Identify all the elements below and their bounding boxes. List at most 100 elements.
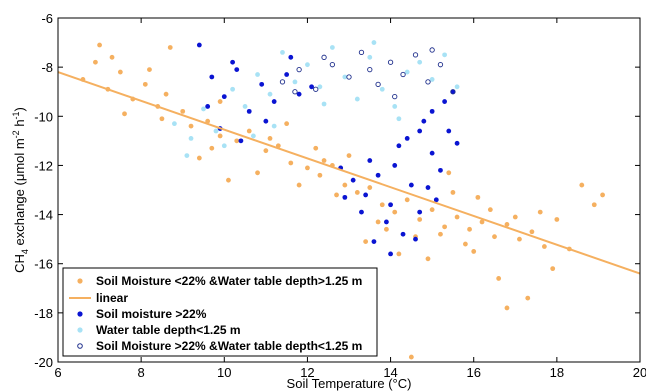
- data-point: [425, 256, 431, 262]
- data-point: [425, 79, 431, 85]
- series-3: [172, 40, 460, 159]
- data-point: [600, 192, 605, 198]
- data-point: [221, 143, 227, 149]
- data-point: [209, 74, 215, 80]
- data-point: [450, 89, 456, 95]
- y-tick-label: -10: [34, 109, 53, 124]
- data-point: [388, 202, 393, 208]
- data-point: [321, 158, 327, 163]
- data-point: [412, 52, 419, 58]
- data-point: [217, 99, 223, 104]
- data-point: [404, 136, 410, 141]
- data-point: [317, 84, 323, 90]
- data-point: [117, 69, 123, 75]
- data-point: [396, 251, 402, 257]
- data-point: [296, 66, 302, 73]
- data-point: [392, 93, 398, 100]
- data-point: [354, 96, 360, 102]
- data-point: [184, 153, 190, 159]
- data-point: [396, 116, 402, 122]
- data-point: [421, 118, 427, 124]
- data-point: [234, 67, 240, 72]
- plot-frame: [57, 17, 641, 363]
- data-point: [446, 128, 452, 134]
- data-point: [392, 209, 398, 215]
- legend-label: linear: [96, 291, 128, 305]
- x-tick-label: 14: [383, 365, 397, 380]
- legend-item-3: Soil moisture >22%: [77, 307, 207, 321]
- data-point: [201, 106, 206, 112]
- data-point: [172, 121, 177, 127]
- data-point: [379, 202, 385, 208]
- data-point: [384, 226, 389, 232]
- data-point: [429, 108, 435, 114]
- legend-item-1: Soil Moisture <22% &Water table depth>1.…: [77, 274, 362, 288]
- data-point: [280, 50, 285, 55]
- data-point: [408, 354, 414, 360]
- data-point: [504, 305, 510, 311]
- data-point: [246, 108, 252, 114]
- data-point: [271, 99, 277, 104]
- data-point: [296, 182, 302, 188]
- data-point: [438, 167, 443, 173]
- data-point: [342, 194, 348, 200]
- data-point: [159, 116, 165, 122]
- data-point: [213, 128, 219, 134]
- data-point: [363, 192, 369, 198]
- data-point: [238, 138, 244, 144]
- series-4: [279, 47, 456, 100]
- data-point: [309, 84, 314, 90]
- y-axis-label: CH4 exchange (μmol m-2 h-1): [11, 107, 30, 273]
- x-tick-label: 16: [466, 365, 480, 380]
- x-axis-label: Soil Temperature (°C): [287, 376, 412, 391]
- data-point: [529, 229, 535, 235]
- data-point: [550, 266, 556, 272]
- data-point: [263, 118, 269, 124]
- data-point: [413, 236, 418, 242]
- data-point: [433, 197, 439, 203]
- legend-item-2: linear: [69, 291, 128, 305]
- legend-marker-blue-dot: [77, 311, 83, 317]
- legend: Soil Moisture <22% &Water table depth>1.…: [62, 267, 378, 357]
- legend-label: Water table depth<1.25 m: [96, 323, 241, 337]
- x-axis: 6 8 10 12 14 16 18 20: [54, 18, 646, 380]
- data-point: [359, 209, 364, 215]
- data-point: [367, 158, 373, 163]
- data-point: [122, 111, 127, 117]
- data-point: [230, 59, 236, 65]
- data-point: [317, 172, 323, 178]
- data-point: [305, 62, 310, 68]
- data-point: [329, 45, 335, 50]
- data-point: [400, 71, 406, 78]
- data-point: [334, 192, 339, 198]
- legend-label: Soil moisture >22%: [96, 307, 207, 321]
- data-point: [188, 136, 194, 141]
- data-point: [404, 69, 410, 75]
- y-axis: -20 -18 -16 -14 -12 -10 -8 -6: [34, 11, 640, 370]
- data-point: [267, 136, 273, 141]
- data-point: [437, 62, 444, 68]
- data-point: [188, 123, 194, 129]
- x-tick-label: 10: [217, 365, 231, 380]
- data-point: [429, 47, 435, 53]
- data-point: [230, 86, 236, 92]
- data-point: [346, 74, 352, 80]
- data-point: [463, 241, 468, 247]
- data-point: [147, 67, 152, 72]
- legend-item-5: Soil Moisture >22% &Water table depth<1.…: [77, 339, 362, 353]
- data-point: [221, 94, 227, 100]
- data-point: [180, 108, 186, 114]
- data-point: [234, 138, 240, 144]
- data-point: [329, 62, 336, 68]
- series-0: [80, 42, 605, 360]
- data-point: [425, 185, 431, 190]
- data-point: [504, 222, 510, 227]
- data-point: [367, 185, 373, 190]
- data-point: [279, 79, 286, 85]
- data-point: [246, 128, 252, 134]
- data-point: [417, 217, 423, 222]
- data-point: [379, 86, 385, 92]
- data-point: [321, 54, 327, 60]
- data-point: [496, 276, 502, 281]
- data-point: [263, 148, 269, 154]
